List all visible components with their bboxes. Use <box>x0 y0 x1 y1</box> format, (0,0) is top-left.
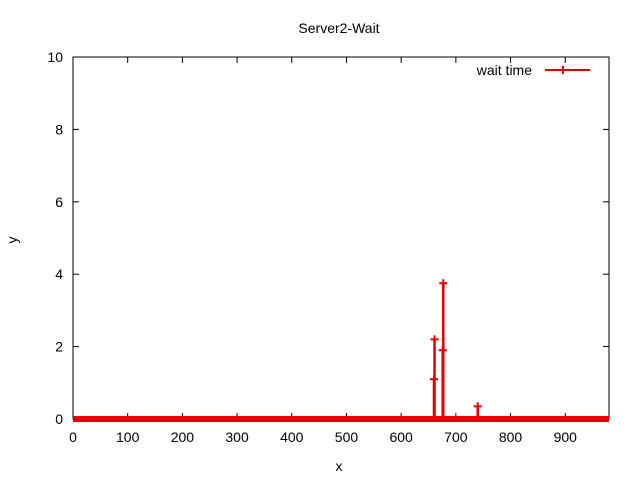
x-tick-label: 300 <box>225 429 249 445</box>
y-tick-label: 4 <box>55 266 63 282</box>
series-layer <box>73 279 609 422</box>
x-tick-label: 0 <box>69 429 77 445</box>
x-axis-label: x <box>336 458 343 474</box>
legend: wait time <box>476 62 590 78</box>
plot-border <box>72 56 610 420</box>
x-tick-label: 600 <box>389 429 413 445</box>
y-tick-label: 8 <box>55 121 63 137</box>
chart-title: Server2-Wait <box>298 20 379 36</box>
y-tick-label: 0 <box>55 411 63 427</box>
x-tick-label: 500 <box>335 429 359 445</box>
x-tick-label: 400 <box>280 429 304 445</box>
x-tick-label: 800 <box>499 429 523 445</box>
x-tick-label: 100 <box>116 429 140 445</box>
y-tick-label: 10 <box>47 49 63 65</box>
x-tick-label: 700 <box>444 429 468 445</box>
y-axis: 0 2 4 6 8 10 <box>47 49 609 427</box>
y-axis-label: y <box>4 237 20 244</box>
y-tick-label: 2 <box>55 339 63 355</box>
x-tick-label: 900 <box>554 429 578 445</box>
plot-area <box>72 56 610 420</box>
legend-label: wait time <box>476 62 532 78</box>
y-tick-label: 6 <box>55 194 63 210</box>
x-axis: 0 100 200 300 400 500 600 700 800 900 <box>69 57 577 445</box>
x-tick-label: 200 <box>171 429 195 445</box>
